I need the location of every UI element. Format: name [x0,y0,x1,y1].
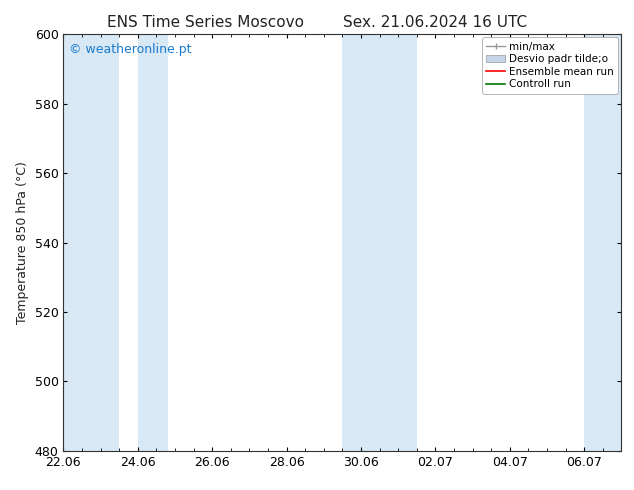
Legend: min/max, Desvio padr tilde;o, Ensemble mean run, Controll run: min/max, Desvio padr tilde;o, Ensemble m… [482,37,618,94]
Bar [63,34,119,451]
Bar [584,34,621,451]
Y-axis label: Temperature 850 hPa (°C): Temperature 850 hPa (°C) [16,161,29,324]
Text: ENS Time Series Moscovo        Sex. 21.06.2024 16 UTC: ENS Time Series Moscovo Sex. 21.06.2024 … [107,15,527,30]
Bar [138,34,167,451]
Bar [380,34,417,451]
Bar [342,34,380,451]
Text: © weatheronline.pt: © weatheronline.pt [69,43,191,56]
